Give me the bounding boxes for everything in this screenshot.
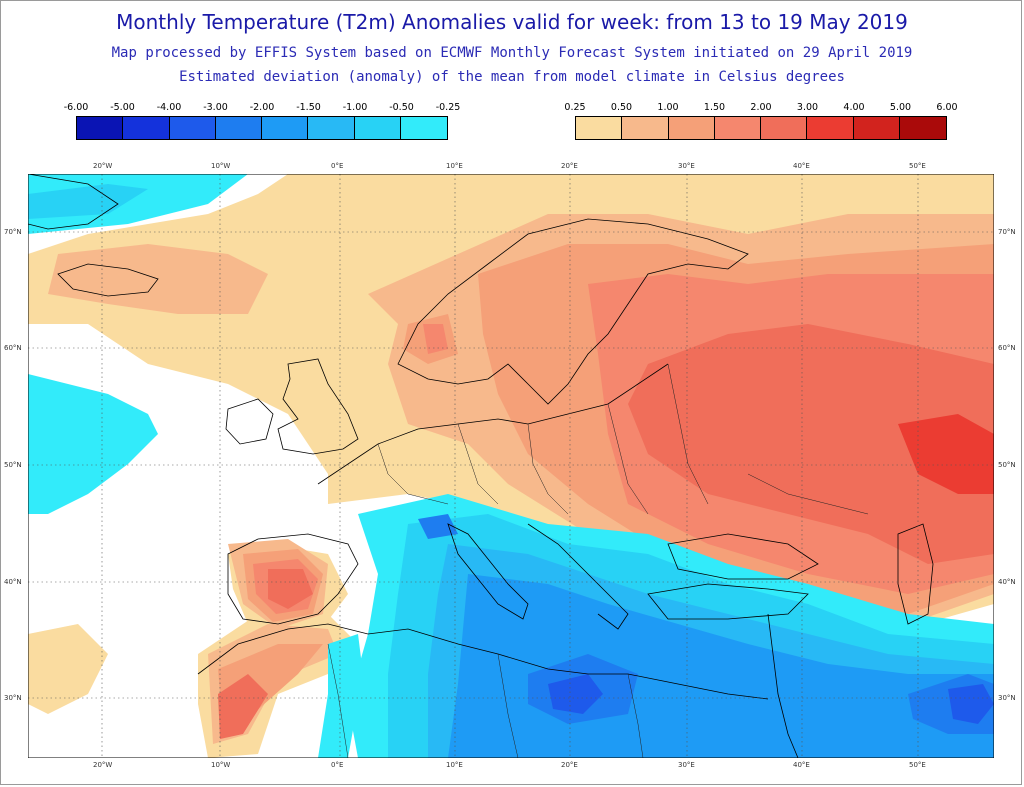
latitude-label-right: 60°N: [998, 344, 1016, 352]
legend-cold-swatch: [77, 117, 124, 139]
anomaly-minus-3.00-4.00: [548, 674, 603, 714]
coast-europe-mainland: [317, 363, 669, 485]
map-subtitle-processing: Map processed by EFFIS System based on E…: [111, 45, 913, 61]
longitude-label-top: 50°E: [909, 162, 926, 170]
longitude-label-bottom: 50°E: [909, 761, 926, 769]
legend-warm-label: 1.50: [703, 102, 726, 113]
coast-iberia: [227, 533, 359, 625]
longitude-label-bottom: 20°E: [561, 761, 578, 769]
legend-warm-swatch: [714, 117, 761, 139]
legend-warm-swatch: [853, 117, 900, 139]
legend-cold-swatch: [123, 117, 170, 139]
longitude-label-top: 40°E: [793, 162, 810, 170]
legend-cold-label: -0.25: [435, 102, 461, 113]
coast-levant: [767, 613, 799, 758]
longitude-label-top: 30°E: [678, 162, 695, 170]
legend-warm-swatch: [807, 117, 854, 139]
legend-warm-swatch: [668, 117, 715, 139]
longitude-label-top: 10°E: [446, 162, 463, 170]
legend-warm-swatch: [622, 117, 669, 139]
coast-italy: [447, 523, 529, 620]
map-title: Monthly Temperature (T2m) Anomalies vali…: [116, 10, 908, 34]
coast-great-britain: [277, 358, 359, 455]
longitude-label-top: 10°W: [211, 162, 231, 170]
legend-cold-label: -3.00: [203, 102, 228, 113]
longitude-label-bottom: 40°E: [793, 761, 810, 769]
coast-greenland: [28, 174, 119, 230]
anomaly-map: [28, 174, 994, 758]
longitude-label-top: 20°E: [561, 162, 578, 170]
country-borders: [327, 363, 869, 758]
coast-iceland: [57, 263, 159, 297]
legend-cold-label: -1.50: [296, 102, 321, 113]
legend-warm-swatch: [899, 117, 946, 139]
legend-cold-label: -2.00: [249, 102, 275, 113]
coast-balkans: [527, 523, 629, 630]
graticule: [28, 174, 994, 758]
latitude-label-right: 50°N: [998, 461, 1016, 469]
legend-cold-bar: [76, 116, 448, 140]
latitude-label-left: 50°N: [4, 461, 22, 469]
legend-warm-label: 6.00: [936, 102, 958, 113]
coast-ireland: [225, 398, 274, 445]
legend-cold-labels: -6.00 -5.00 -4.00 -3.00 -2.00 -1.50 -1.00 -0.50…: [64, 102, 461, 116]
legend-cold-label: -1.00: [342, 102, 368, 113]
anomaly-map-svg: [28, 174, 994, 758]
legend-warm-swatch: [761, 117, 808, 139]
legend-warm-label: 0.50: [610, 102, 633, 113]
legend-warm-label: 4.00: [843, 102, 865, 113]
anomaly-3.00-4.00: [898, 414, 994, 494]
warm-anomaly-layer: [28, 174, 994, 758]
legend-cold-label: -6.00: [63, 102, 89, 113]
legend-warm-label: 3.00: [796, 102, 819, 113]
coast-scandinavia: [397, 218, 749, 405]
legend-cold-scale: -6.00 -5.00 -4.00 -3.00 -2.00 -1.50 -1.00 -0.50…: [64, 102, 461, 142]
latitude-label-left: 70°N: [4, 228, 22, 236]
legend-cold-label: -0.50: [389, 102, 414, 113]
legend-warm-bar: [575, 116, 947, 140]
legend-warm-label: 1.00: [657, 102, 679, 113]
latitude-label-right: 70°N: [998, 228, 1016, 236]
legend-cold-swatch: [354, 117, 401, 139]
longitude-label-bottom: 20°W: [93, 761, 113, 769]
longitude-label-top: 0°E: [331, 162, 344, 170]
cold-anomaly-layer: [28, 174, 994, 758]
longitude-label-bottom: 30°E: [678, 761, 695, 769]
legend-warm-label: 0.25: [564, 102, 586, 113]
legend-warm-label: 5.00: [889, 102, 912, 113]
legend-cold-label: -4.00: [156, 102, 182, 113]
longitude-label-bottom: 10°E: [446, 761, 463, 769]
legend-warm-swatch: [576, 117, 623, 139]
latitude-label-right: 40°N: [998, 578, 1016, 586]
coastlines: [28, 174, 934, 758]
legend-cold-swatch: [169, 117, 216, 139]
legend-warm-scale: 0.25 0.50 1.00 1.50 2.00 3.00 4.00 5.00 6.00: [564, 102, 958, 142]
coast-black-sea: [667, 533, 819, 580]
legend-cold-swatch: [262, 117, 309, 139]
legend-cold-swatch: [400, 117, 447, 139]
longitude-label-top: 20°W: [93, 162, 113, 170]
legend-warm-label: 2.00: [750, 102, 772, 113]
coast-caspian: [897, 523, 934, 625]
map-subtitle-units: Estimated deviation (anomaly) of the mea…: [179, 69, 845, 85]
coast-turkey: [647, 583, 809, 620]
longitude-label-bottom: 10°W: [211, 761, 231, 769]
latitude-label-left: 30°N: [4, 694, 22, 702]
legend-cold-swatch: [215, 117, 262, 139]
anomaly-2.00-3.00: [628, 324, 994, 564]
coast-north-africa: [197, 623, 769, 700]
legend-cold-label: -5.00: [110, 102, 135, 113]
legend-cold-swatch: [308, 117, 355, 139]
latitude-label-left: 60°N: [4, 344, 22, 352]
latitude-label-right: 30°N: [998, 694, 1016, 702]
latitude-label-left: 40°N: [4, 578, 22, 586]
legend-warm-labels: 0.25 0.50 1.00 1.50 2.00 3.00 4.00 5.00 6.00: [564, 102, 957, 116]
longitude-label-bottom: 0°E: [331, 761, 344, 769]
